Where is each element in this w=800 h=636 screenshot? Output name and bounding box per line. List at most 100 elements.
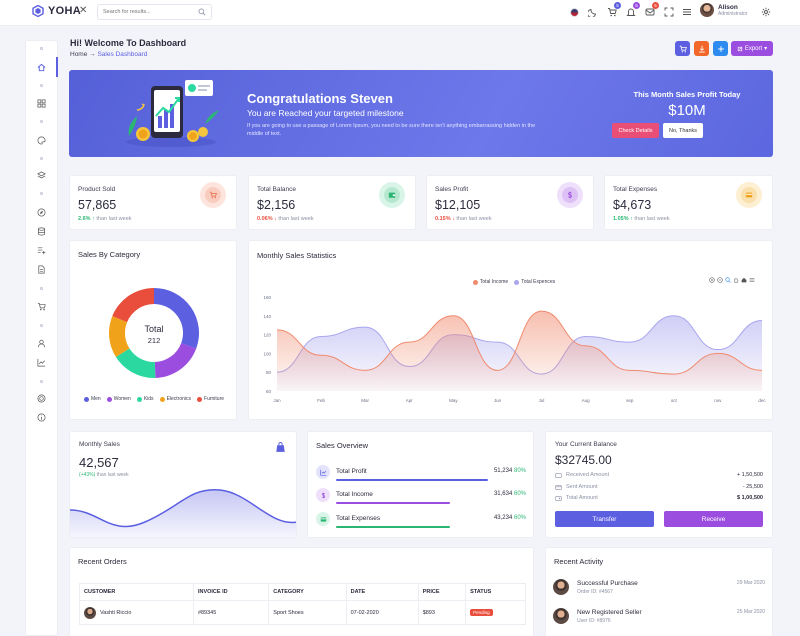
legend-item-furniture[interactable]: Furniture xyxy=(197,396,224,402)
hero-title: Congratulations Steven xyxy=(247,91,393,106)
sidebar xyxy=(25,40,58,636)
column-header[interactable]: INVOICE ID xyxy=(192,583,270,601)
monthly-sales-value: 42,567 xyxy=(79,455,119,470)
stat-change-suffix: than last week xyxy=(96,216,132,222)
sidebar-item-charts[interactable] xyxy=(26,355,57,369)
sidebar-item-shop[interactable] xyxy=(26,299,57,313)
stat-value: $12,105 xyxy=(435,198,481,212)
no-thanks-button[interactable]: No, Thanks xyxy=(663,123,703,138)
donut-slice-electronics[interactable] xyxy=(109,316,130,358)
overview-name: Total Profit xyxy=(336,468,367,475)
sidebar-item-database[interactable] xyxy=(26,224,57,238)
donut-slice-men[interactable] xyxy=(154,288,199,349)
card-title: Monthly Sales Statistics xyxy=(257,251,337,260)
column-header[interactable]: PRICE xyxy=(417,583,467,601)
sidebar-item-help[interactable] xyxy=(26,410,57,424)
x-tick-label: sep xyxy=(626,398,634,403)
settings-gear-icon[interactable] xyxy=(760,6,772,18)
activity-item[interactable]: New Registered Seller User ID: #8976 25 Ma… xyxy=(553,606,765,628)
sidebar-item-profile[interactable] xyxy=(26,336,57,350)
transfer-button[interactable]: Transfer xyxy=(555,511,654,527)
user-profile[interactable]: Alison Administrator xyxy=(700,3,747,17)
sidebar-item-palette[interactable] xyxy=(26,133,57,147)
sidebar-item-apps[interactable] xyxy=(26,96,57,110)
sidebar-item-dashboard[interactable] xyxy=(26,57,58,77)
column-header[interactable]: CUSTOMER xyxy=(79,583,194,601)
download-button[interactable] xyxy=(694,41,709,56)
layers-icon xyxy=(37,170,46,178)
sidebar-item-documents[interactable] xyxy=(26,262,57,276)
legend-item-total-income[interactable]: Total Income xyxy=(472,279,508,285)
cart-icon[interactable]: 5 xyxy=(606,2,621,18)
donut-slice-women[interactable] xyxy=(154,343,197,378)
column-header[interactable]: STATUS xyxy=(465,583,526,601)
x-tick-label: Jan xyxy=(273,398,281,403)
breadcrumb-home[interactable]: Home xyxy=(70,51,88,58)
sidebar-item-list[interactable] xyxy=(26,243,57,257)
series-line-total-income[interactable] xyxy=(276,310,763,375)
cart-icon xyxy=(209,191,217,199)
legend-dot xyxy=(197,396,203,402)
balance-row: Sent Amount - 25,500 xyxy=(555,484,763,494)
legend-item-electronics[interactable]: Electronics xyxy=(159,396,191,402)
stat-icon-badge xyxy=(379,182,405,208)
legend-item-women[interactable]: Women xyxy=(106,396,131,402)
reset-home-icon[interactable] xyxy=(741,277,747,283)
status-badge: Pending xyxy=(470,609,493,616)
database-icon xyxy=(37,227,46,235)
menu-icon[interactable] xyxy=(681,6,693,18)
monthly-sales-wave-chart xyxy=(70,489,296,537)
balance-row-label: Received Amount xyxy=(566,472,610,478)
notification-bell-icon[interactable]: 5 xyxy=(625,2,640,18)
customer-name: Vashti Riccio xyxy=(100,609,132,616)
sidebar-divider-dot xyxy=(40,192,43,195)
chart-icon xyxy=(319,469,326,476)
stat-card-product-sold: Product Sold 57,865 2.6% ↑ than last week xyxy=(69,175,237,230)
search-icon[interactable] xyxy=(198,8,206,16)
table-row[interactable]: Vashti Riccio #89345 Sport Shoes 07-02-2020… xyxy=(79,600,526,625)
dark-mode-icon[interactable] xyxy=(587,6,599,18)
stat-change-pct: 0.15% xyxy=(435,216,451,222)
close-menu-icon[interactable]: ✕ xyxy=(79,5,88,16)
balance-value: $32745.00 xyxy=(555,453,612,467)
search-input[interactable] xyxy=(98,5,193,19)
check-details-button[interactable]: Check Details xyxy=(612,123,659,138)
receive-button[interactable]: Receive xyxy=(664,511,763,527)
brand-logo[interactable]: YOHA xyxy=(32,5,81,17)
cart-action-button[interactable] xyxy=(675,41,690,56)
export-icon xyxy=(737,46,742,51)
stat-change: 0.06% ↓ than last week xyxy=(257,216,314,222)
export-label: Export xyxy=(744,45,763,52)
pan-hand-icon[interactable] xyxy=(733,277,739,283)
balance-row-value: $ 1,00,500 xyxy=(737,495,763,501)
messages-icon[interactable]: 5 xyxy=(644,2,659,18)
zoom-in-icon[interactable] xyxy=(709,277,715,283)
monthly-sales-change: (+43%) than last week xyxy=(79,472,129,478)
column-header[interactable]: DATE xyxy=(345,583,419,601)
add-button[interactable] xyxy=(713,41,728,56)
cell-date: 07-02-2020 xyxy=(345,600,419,625)
donut-slice-furniture[interactable] xyxy=(112,288,154,323)
magnifier-icon[interactable] xyxy=(725,277,731,283)
overview-value: 31,634 60% xyxy=(494,491,526,497)
activity-item[interactable]: Successful Purchase Order ID: #4567 29 Mar… xyxy=(553,577,765,599)
legend-item-kids[interactable]: Kids xyxy=(136,396,154,402)
language-flag-icon[interactable] xyxy=(568,6,580,18)
chart-menu-icon[interactable] xyxy=(749,277,755,283)
sidebar-item-target[interactable] xyxy=(26,391,57,405)
export-button[interactable]: Export ▾ xyxy=(731,41,773,56)
zoom-out-icon[interactable] xyxy=(717,277,723,283)
donut-slice-kids[interactable] xyxy=(115,348,156,378)
sidebar-item-compass[interactable] xyxy=(26,205,57,219)
line-chart-icon xyxy=(37,358,46,366)
user-icon xyxy=(37,339,46,347)
y-tick-label: 160 xyxy=(263,295,271,300)
sidebar-divider-dot xyxy=(40,47,43,50)
x-tick-label: Feb xyxy=(317,398,325,403)
sidebar-item-layers[interactable] xyxy=(26,168,57,182)
column-header[interactable]: CATEGORY xyxy=(268,583,347,601)
legend-item-men[interactable]: Men xyxy=(83,396,101,402)
x-tick-label: nov xyxy=(714,398,722,403)
legend-item-total-expences[interactable]: Total Expences xyxy=(514,279,555,285)
fullscreen-icon[interactable] xyxy=(663,6,675,18)
